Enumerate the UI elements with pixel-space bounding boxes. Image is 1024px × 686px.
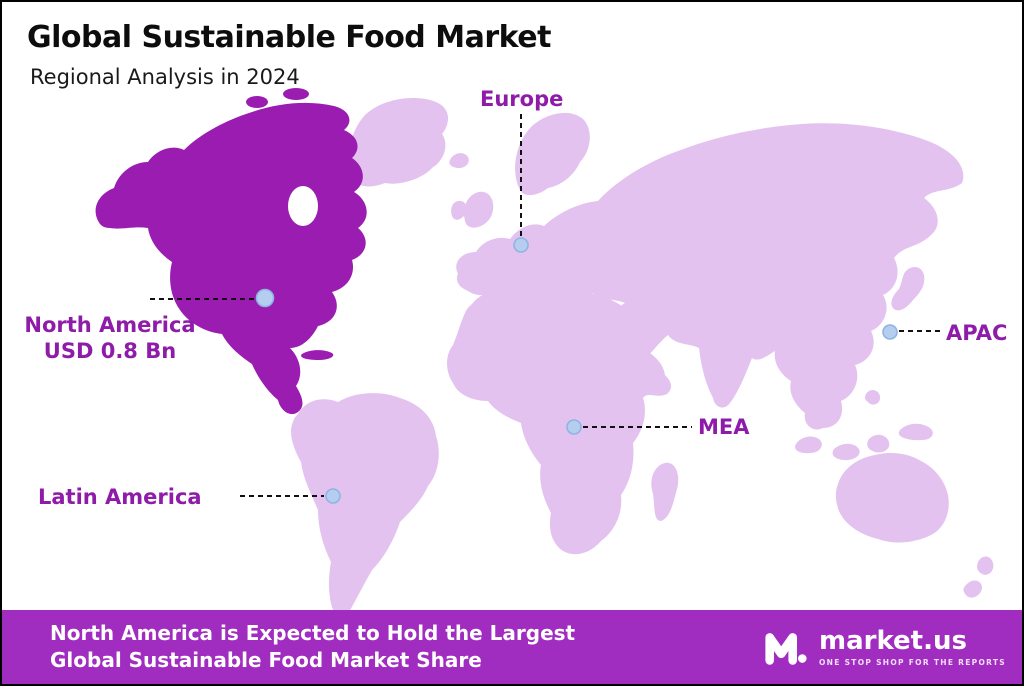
arctic-island-3 [317,109,335,119]
marker-latin-america [325,488,341,504]
banner-line-2: Global Sustainable Food Market Share [50,648,482,672]
arctic-island-1 [246,96,268,108]
page-subtitle: Regional Analysis in 2024 [30,65,300,89]
banner-text: North America is Expected to Hold the La… [2,620,575,674]
region-label-north-america: North America USD 0.8 Bn [10,312,210,365]
banner-line-1: North America is Expected to Hold the La… [50,621,576,645]
marketus-logo-icon [765,633,807,665]
logo-name: market.us [819,625,967,656]
continent-australia [835,453,949,543]
header: Global Sustainable Food Market Regional … [27,20,551,89]
marketus-logo-text: market.us ONE STOP SHOP FOR THE REPORTS [819,628,1006,667]
region-label-europe: Europe [480,87,564,111]
arctic-island-2 [283,88,309,100]
island-new-zealand-north [977,556,994,575]
island-new-guinea [898,423,933,441]
logo-tagline: ONE STOP SHOP FOR THE REPORTS [819,657,1006,667]
region-label-mea: MEA [698,415,750,439]
marker-mea [566,419,582,435]
island-uk [463,191,494,228]
continent-eurasia [456,123,964,430]
island-indonesia-2 [832,443,860,461]
region-label-latin-america: Latin America [38,485,202,509]
island-japan [891,266,925,311]
footer-banner: North America is Expected to Hold the La… [2,610,1022,684]
region-label-north-america-name: North America [24,313,196,337]
island-cuba [301,350,334,360]
continent-south-america [290,393,439,618]
continent-africa [447,286,672,555]
marker-europe [513,237,529,253]
island-indonesia-3 [867,434,890,453]
marker-north-america [255,288,275,308]
island-madagascar [651,462,679,521]
region-label-apac: APAC [946,321,1008,345]
hudson-bay [288,186,318,226]
page-title: Global Sustainable Food Market [27,20,551,55]
marketus-logo: market.us ONE STOP SHOP FOR THE REPORTS [763,624,1022,670]
island-philippines [865,390,881,405]
marker-apac [882,324,898,340]
island-new-zealand-south [963,580,982,598]
continent-north-america-highlight [95,102,367,415]
island-indonesia-1 [795,436,822,454]
island-iceland [449,153,469,169]
region-value-north-america: USD 0.8 Bn [43,339,177,364]
region-scandinavia [515,112,590,196]
continent-greenland [349,98,449,187]
island-ireland [451,200,467,220]
